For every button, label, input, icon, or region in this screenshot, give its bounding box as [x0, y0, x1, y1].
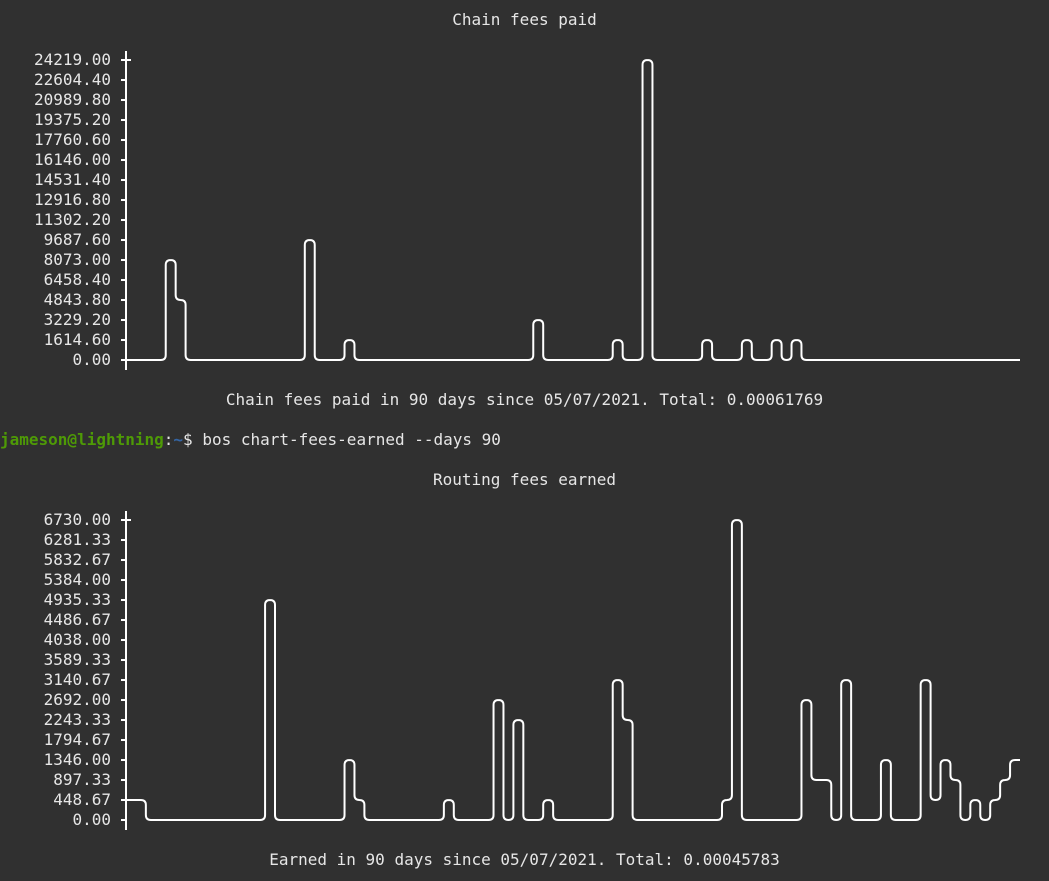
y-tick-label: 1614.60 — [44, 330, 111, 349]
y-tick-label: 14531.40 — [34, 170, 111, 189]
chart-title: Routing fees earned — [432, 470, 617, 489]
prompt-dollar: $ — [183, 430, 203, 449]
y-tick-label: 6281.33 — [44, 530, 111, 549]
prompt-path: ~ — [173, 430, 184, 449]
y-tick-label: 2243.33 — [44, 710, 111, 729]
chart-summary: Earned in 90 days since 05/07/2021. Tota… — [269, 850, 780, 869]
series-line — [126, 59, 1020, 361]
y-tick-label: 6730.00 — [44, 510, 111, 529]
y-tick-label: 5384.00 — [44, 570, 111, 589]
y-tick-label: 3589.33 — [44, 650, 111, 669]
chart-title: Chain fees paid — [452, 10, 597, 29]
y-tick-label: 3229.20 — [44, 310, 111, 329]
routing-fees-chart: 6730.006281.335832.675384.004935.334486.… — [44, 510, 1020, 830]
y-tick-label: 6458.40 — [44, 270, 111, 289]
y-tick-label: 8073.00 — [44, 250, 111, 269]
chart-summary: Chain fees paid in 90 days since 05/07/2… — [225, 390, 824, 409]
y-tick-label: 19375.20 — [34, 110, 111, 129]
y-tick-label: 2692.00 — [44, 690, 111, 709]
series-line — [126, 519, 1020, 821]
y-tick-label: 16146.00 — [34, 150, 111, 169]
y-tick-label: 5832.67 — [44, 550, 111, 569]
y-tick-label: 12916.80 — [34, 190, 111, 209]
y-tick-label: 17760.60 — [34, 130, 111, 149]
y-tick-label: 4486.67 — [44, 610, 111, 629]
prompt-separator: : — [163, 430, 174, 449]
y-tick-label: 22604.40 — [34, 70, 111, 89]
y-tick-label: 4843.80 — [44, 290, 111, 309]
y-tick-label: 1794.67 — [44, 730, 111, 749]
y-tick-label: 3140.67 — [44, 670, 111, 689]
y-tick-label: 4935.33 — [44, 590, 111, 609]
prompt-user: jameson@lightning — [0, 430, 164, 449]
y-tick-label: 1346.00 — [44, 750, 111, 769]
chain-fees-chart: 24219.0022604.4020989.8019375.2017760.60… — [34, 50, 1020, 370]
y-tick-label: 20989.80 — [34, 90, 111, 109]
y-tick-label: 9687.60 — [44, 230, 111, 249]
y-tick-label: 24219.00 — [34, 50, 111, 69]
command-text: bos chart-fees-earned --days 90 — [202, 430, 501, 449]
y-tick-label: 448.67 — [53, 790, 111, 809]
y-tick-label: 4038.00 — [44, 630, 111, 649]
terminal-prompt-line[interactable]: jameson@lightning:~$ bos chart-fees-earn… — [0, 430, 501, 450]
y-tick-label: 11302.20 — [34, 210, 111, 229]
y-tick-label: 0.00 — [72, 810, 111, 829]
y-tick-label: 897.33 — [53, 770, 111, 789]
y-tick-label: 0.00 — [72, 350, 111, 369]
